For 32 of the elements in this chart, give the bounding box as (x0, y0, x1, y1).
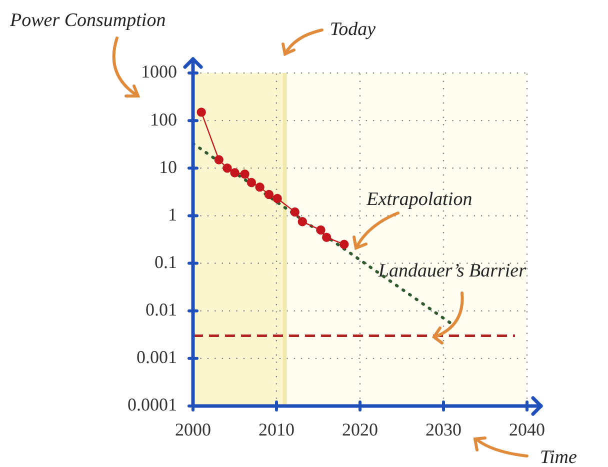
point (298, 217, 307, 226)
x-tick-label: 2000 (175, 420, 211, 440)
point (316, 225, 326, 235)
y-tick-label: 0.1 (154, 252, 177, 272)
point (230, 168, 240, 178)
x-tick-label: 2040 (509, 420, 545, 440)
y-tick-label: 0.0001 (128, 394, 177, 415)
point (264, 190, 274, 200)
y-tick-label: 1 (168, 204, 177, 224)
x-axis-title: Time (540, 447, 577, 467)
point (222, 164, 232, 173)
point (340, 240, 349, 249)
x-tick-label: 2020 (342, 420, 378, 440)
annotation: Extrapolation (366, 188, 472, 210)
x-tick-label: 2030 (426, 420, 462, 440)
ref-line-label: Landauer’s Barrier (377, 260, 527, 282)
point (272, 194, 282, 204)
point (290, 207, 300, 217)
x-tick-label: 2010 (258, 420, 294, 440)
y-tick-label: 1000 (141, 62, 177, 82)
point (240, 169, 250, 179)
ref-line-label: Today (330, 19, 376, 40)
point (214, 155, 224, 164)
y-tick-label: 0.001 (136, 347, 177, 368)
point (196, 108, 206, 117)
y-tick-label: 100 (150, 109, 177, 130)
y-tick-label: 10 (159, 156, 177, 177)
point (246, 178, 256, 188)
y-axis-title: Power Consumption (9, 10, 166, 31)
y-tick-label: 0.01 (146, 300, 177, 320)
point (322, 232, 332, 242)
point (255, 182, 264, 192)
